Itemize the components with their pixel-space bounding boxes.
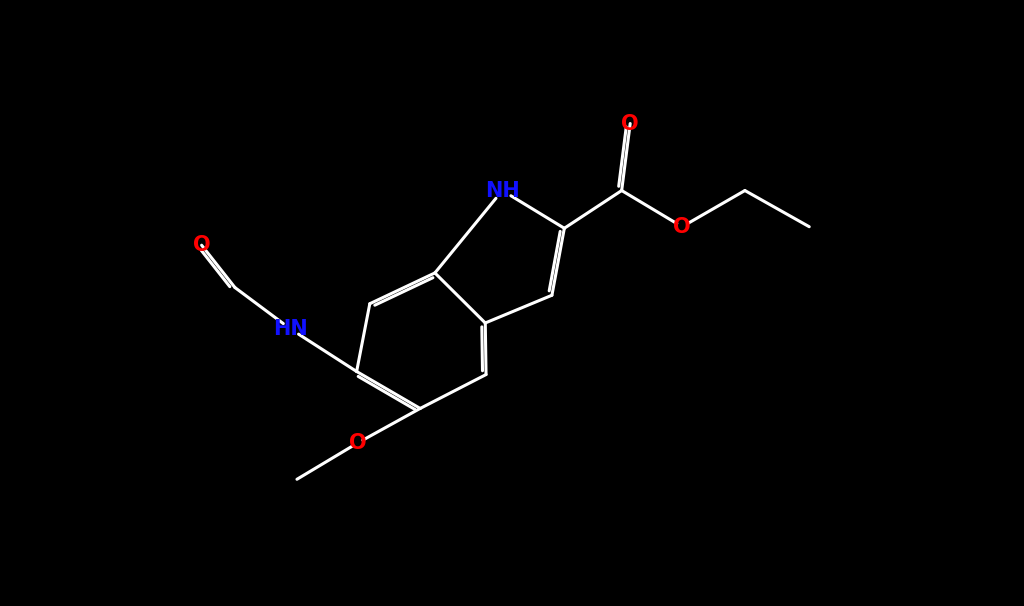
Text: O: O <box>674 217 691 237</box>
Text: HN: HN <box>273 319 308 339</box>
Text: O: O <box>622 113 639 133</box>
Text: NH: NH <box>485 181 520 201</box>
Text: O: O <box>193 235 211 255</box>
Text: O: O <box>348 433 367 453</box>
